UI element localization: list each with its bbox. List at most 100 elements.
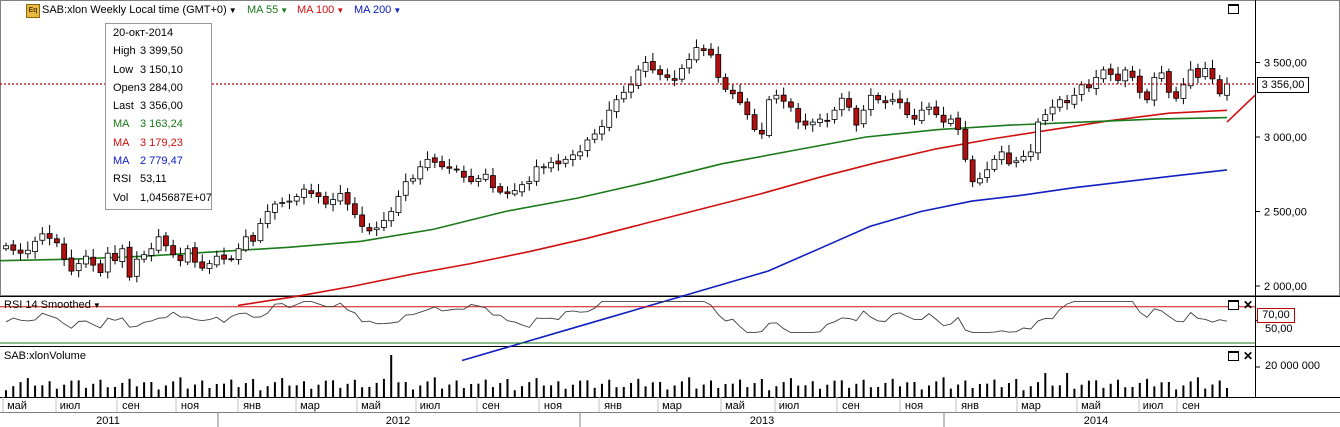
candle bbox=[177, 247, 184, 267]
candle bbox=[955, 111, 961, 136]
ma100-extension bbox=[1226, 94, 1256, 123]
volume-bar bbox=[964, 380, 967, 397]
month-label: сен bbox=[1182, 400, 1200, 412]
candle-body bbox=[1107, 68, 1114, 75]
chevron-down-icon[interactable]: ▼ bbox=[336, 6, 345, 15]
chevron-down-icon[interactable]: ▼ bbox=[393, 6, 402, 15]
chevron-down-icon[interactable]: ▼ bbox=[92, 301, 101, 310]
volume-bar bbox=[869, 387, 872, 397]
info-value: 3 356,00 bbox=[140, 100, 183, 113]
candle-body bbox=[737, 91, 743, 104]
volume-bar bbox=[208, 388, 211, 397]
candle-body bbox=[766, 99, 773, 136]
candle bbox=[1013, 156, 1020, 168]
candle-body bbox=[533, 166, 540, 182]
candle bbox=[39, 227, 46, 245]
info-row: RSI 53,11 bbox=[106, 170, 211, 188]
candle bbox=[431, 153, 438, 168]
year-label: 2014 bbox=[1084, 415, 1108, 427]
candle-body bbox=[126, 246, 133, 278]
candle bbox=[330, 192, 336, 212]
volume-bar bbox=[48, 381, 51, 397]
candle-body bbox=[1224, 83, 1230, 96]
info-key: Vol bbox=[113, 191, 129, 204]
close-icon[interactable]: ✕ bbox=[1243, 349, 1254, 363]
candle-body bbox=[867, 94, 874, 110]
candle-body bbox=[235, 248, 242, 260]
candle bbox=[809, 118, 816, 132]
candle-body bbox=[206, 263, 213, 269]
maximize-icon[interactable] bbox=[1228, 300, 1239, 310]
rsi-level-tag: 70,00 bbox=[1257, 308, 1295, 323]
maximize-icon[interactable] bbox=[1228, 351, 1239, 361]
volume-bar bbox=[1218, 380, 1221, 397]
candle bbox=[24, 241, 31, 259]
info-key: Open bbox=[113, 81, 140, 94]
candle-body bbox=[1006, 152, 1012, 165]
volume-bar bbox=[819, 388, 821, 397]
candle bbox=[591, 129, 598, 144]
candle-body bbox=[918, 109, 925, 122]
month-label: май bbox=[7, 400, 27, 412]
ma55-legend[interactable]: MA 55 ▼ bbox=[247, 4, 288, 16]
volume-bar bbox=[688, 377, 691, 397]
volume-bar bbox=[731, 383, 734, 397]
candle-body bbox=[330, 199, 336, 206]
rsi-title[interactable]: RSI 14 Smoothed ▼ bbox=[4, 299, 101, 311]
candle-body bbox=[257, 223, 264, 242]
ma200-legend[interactable]: MA 200 ▼ bbox=[354, 4, 401, 16]
candle bbox=[402, 173, 409, 202]
volume-bar bbox=[1087, 380, 1090, 397]
volume-bar bbox=[637, 378, 640, 397]
candle-body bbox=[795, 108, 802, 123]
candle-body bbox=[141, 254, 147, 260]
candle-body bbox=[1195, 68, 1201, 78]
chevron-down-icon[interactable]: ▼ bbox=[280, 6, 289, 15]
volume-bar bbox=[179, 377, 182, 397]
candle-body bbox=[17, 249, 24, 254]
volume-bar bbox=[1080, 384, 1083, 397]
candle bbox=[1035, 118, 1041, 161]
candle bbox=[410, 174, 416, 185]
candle-body bbox=[729, 89, 736, 95]
volume-bar bbox=[128, 378, 131, 397]
volume-bar bbox=[1000, 387, 1003, 397]
candle-body bbox=[1020, 155, 1027, 161]
instrument-title[interactable]: SAB:xlon Weekly Local time (GMT+0) ▼ bbox=[42, 4, 237, 16]
info-value: 53,11 bbox=[140, 173, 167, 186]
ma100-legend[interactable]: MA 100 ▼ bbox=[297, 4, 344, 16]
candle bbox=[75, 259, 82, 278]
volume-bar bbox=[310, 388, 313, 397]
candle-body bbox=[664, 74, 671, 78]
maximize-icon[interactable] bbox=[1228, 4, 1239, 14]
candle-body bbox=[671, 78, 678, 81]
candle-body bbox=[439, 161, 445, 168]
candle bbox=[1173, 86, 1180, 102]
volume-bar bbox=[477, 383, 480, 397]
volume-bar bbox=[455, 380, 458, 397]
candle-body bbox=[984, 169, 991, 178]
volume-title: SAB:xlonVolume bbox=[4, 350, 86, 362]
candle bbox=[141, 250, 147, 263]
close-icon[interactable]: ✕ bbox=[1243, 298, 1254, 312]
candle bbox=[599, 119, 605, 141]
volume-bar bbox=[499, 383, 502, 397]
candle bbox=[555, 153, 562, 171]
candle-body bbox=[817, 118, 823, 123]
candle bbox=[998, 145, 1005, 165]
month-label: июл bbox=[1143, 400, 1164, 412]
volume-bar bbox=[1058, 385, 1061, 397]
candle bbox=[947, 114, 954, 127]
candle-body bbox=[1180, 84, 1187, 99]
eq-icon[interactable]: Eq bbox=[26, 4, 40, 18]
candle-body bbox=[519, 184, 525, 193]
candle bbox=[693, 39, 700, 63]
volume-bar bbox=[404, 382, 407, 397]
candle-body bbox=[635, 69, 642, 86]
candle-body bbox=[584, 139, 591, 151]
info-row: MA 3 163,24 bbox=[106, 115, 211, 133]
candle-body bbox=[1100, 69, 1107, 80]
volume-bar bbox=[26, 378, 29, 397]
candle bbox=[381, 212, 387, 232]
chevron-down-icon[interactable]: ▼ bbox=[228, 6, 237, 15]
